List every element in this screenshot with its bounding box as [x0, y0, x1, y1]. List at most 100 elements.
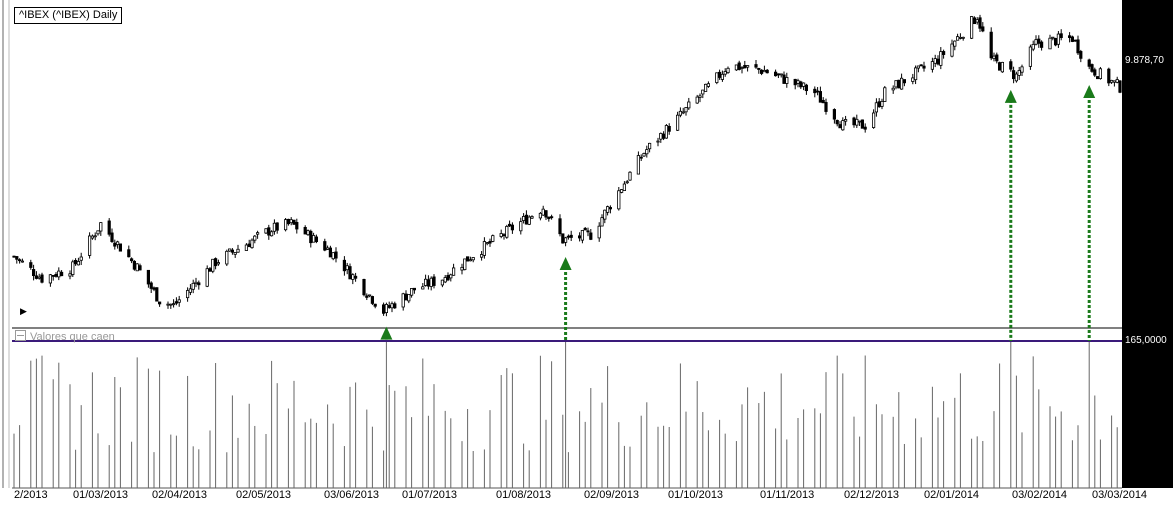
candle-body — [860, 119, 865, 129]
candle-body — [381, 304, 386, 314]
candle-body — [760, 69, 764, 74]
candle-body — [975, 19, 979, 23]
candle-body — [838, 124, 842, 129]
candle-body — [185, 290, 190, 299]
candle-body — [757, 67, 761, 70]
candle-body — [891, 87, 895, 91]
candle-body — [998, 62, 1002, 71]
candle-body — [547, 216, 551, 220]
candle-body — [1059, 33, 1063, 39]
candle-body — [544, 210, 548, 218]
candle-body — [720, 73, 725, 80]
candle-body — [566, 235, 571, 238]
x-tick-label: 03/02/2014 — [1012, 489, 1068, 501]
candle-body — [1000, 61, 1005, 73]
candle-body — [1110, 79, 1114, 83]
candle-body — [645, 149, 649, 155]
play-icon[interactable]: ▶ — [20, 306, 27, 316]
candle-body — [236, 248, 240, 253]
candle-body — [723, 71, 727, 75]
candle-body — [1073, 39, 1077, 42]
candle-body — [267, 227, 271, 236]
candle-body — [314, 236, 319, 243]
candle-body — [152, 287, 156, 290]
candle-body — [659, 132, 663, 140]
candle-body — [345, 265, 349, 271]
x-tick-label: 01/10/2013 — [668, 489, 724, 501]
candle-body — [51, 274, 55, 277]
candle-body — [622, 183, 627, 191]
candle-body — [704, 83, 708, 92]
candle-body — [930, 61, 935, 70]
candle-body — [620, 189, 624, 193]
candle-body — [1048, 37, 1052, 50]
candle-body — [255, 232, 260, 235]
candle-body — [446, 275, 450, 281]
candle-body — [589, 232, 593, 240]
candle-body — [995, 54, 999, 62]
candle-body — [989, 31, 993, 59]
candle-body — [323, 241, 327, 251]
candle-body — [132, 260, 136, 270]
candle-body — [776, 73, 781, 76]
candle-body — [138, 265, 142, 271]
candle-body — [863, 126, 867, 130]
candle-body — [393, 303, 397, 309]
candle-body — [407, 294, 411, 302]
candle-body — [384, 303, 389, 313]
candle-body — [874, 102, 879, 113]
candle-body — [272, 222, 277, 232]
candle-body — [684, 107, 688, 113]
candle-body — [188, 288, 192, 293]
candle-body — [15, 256, 19, 260]
candle-body — [662, 133, 666, 139]
candle-body — [401, 293, 405, 308]
candle-body — [449, 274, 453, 279]
candle-body — [1076, 39, 1080, 54]
candle-body — [832, 109, 837, 120]
candle-body — [264, 228, 268, 234]
candle-body — [295, 222, 299, 230]
candle-body — [933, 58, 937, 64]
candle-body — [118, 243, 122, 252]
candle-body — [79, 256, 83, 261]
candle-body — [564, 237, 568, 243]
candle-body — [774, 71, 778, 77]
candle-body — [578, 235, 582, 239]
x-tick-label: 01/08/2013 — [496, 489, 552, 501]
candle-body — [289, 219, 293, 224]
candle-body — [311, 235, 316, 243]
candle-body — [129, 258, 134, 262]
candle-body — [135, 263, 139, 272]
candle-body — [1034, 39, 1038, 45]
candle-body — [916, 65, 921, 69]
candle-body — [1115, 79, 1119, 83]
candle-body — [213, 258, 218, 267]
candle-body — [149, 282, 153, 289]
collapse-box-icon[interactable] — [15, 330, 26, 341]
candle-body — [628, 171, 632, 181]
candle-body — [440, 279, 445, 286]
chart-title: ^IBEX (^IBEX) Daily — [14, 7, 123, 24]
signal-arrow-head — [559, 256, 572, 270]
x-tick-label: 03/06/2013 — [324, 489, 380, 501]
candle-body — [695, 96, 699, 104]
candle-body — [71, 261, 75, 275]
candle-body — [331, 252, 335, 260]
candle-body — [648, 142, 652, 150]
candle-body — [726, 67, 730, 74]
candle-body — [530, 216, 534, 219]
candle-body — [782, 74, 786, 84]
candle-body — [676, 114, 680, 131]
candle-body — [342, 259, 347, 272]
indicator-bars — [13, 340, 1118, 488]
candle-body — [1012, 70, 1016, 80]
candle-body — [880, 100, 884, 107]
candle-body — [40, 274, 44, 283]
x-tick-label: 01/11/2013 — [760, 489, 815, 501]
candle-body — [499, 233, 503, 237]
candle-body — [479, 254, 484, 258]
candle-body — [992, 55, 996, 59]
x-tick-label: 02/12/2013 — [844, 489, 900, 501]
